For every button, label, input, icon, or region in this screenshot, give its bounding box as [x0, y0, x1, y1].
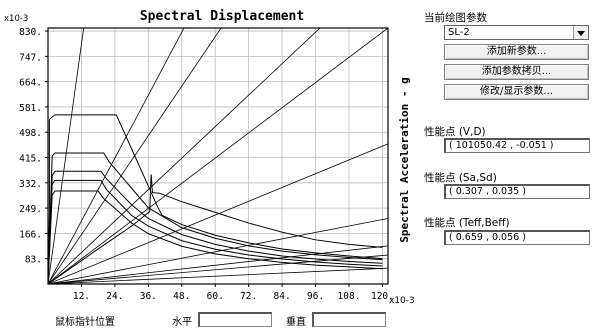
tick-labels: 12. 24. 36. 48. 60. 72. 84. 96. 108. 120. 83. 166. 2…	[19, 27, 394, 302]
add-param-copy-button[interactable]: 添加参数拷贝...	[444, 64, 589, 80]
radial-line	[48, 267, 388, 284]
y-tick-label: 249.	[19, 204, 42, 215]
param-select-value: SL-2	[448, 27, 470, 38]
modify-param-button[interactable]: 修改/显示参数...	[444, 84, 589, 100]
series-line	[48, 179, 383, 284]
y-tick-label: 747.	[19, 52, 42, 63]
series-line	[48, 170, 383, 284]
radial-line	[48, 143, 388, 284]
chevron-down-icon[interactable]	[573, 26, 588, 39]
x-tick-label: 96.	[307, 291, 324, 302]
y-tick-label: 581.	[19, 103, 42, 114]
params-label: 当前绘图参数	[424, 12, 487, 24]
perf-vd-label: 性能点 (V,D)	[424, 126, 486, 138]
y-tick-label: 83.	[25, 255, 42, 266]
radial-line	[48, 218, 388, 284]
curves	[48, 114, 383, 284]
perf-teff-field: ( 0.659 , 0.056 )	[444, 230, 590, 245]
grid	[48, 28, 388, 284]
horizontal-label: 水平	[172, 317, 192, 328]
x-tick-label: 60.	[207, 291, 224, 302]
radial-line	[48, 28, 321, 284]
y-tick-label: 332.	[19, 179, 42, 190]
x-tick-label: 84.	[274, 291, 291, 302]
radial-line	[48, 254, 388, 284]
series-line	[48, 114, 383, 284]
perf-vd-field: ( 101050.42 , -0.051 )	[444, 138, 590, 153]
plot-frame	[47, 27, 389, 285]
x-tick-label: 36.	[140, 291, 157, 302]
y-axis-title: Spectral Acceleration - g	[398, 77, 411, 243]
vertical-value-field	[312, 312, 386, 327]
perf-sasd-label: 性能点 (Sa,Sd)	[424, 172, 497, 184]
add-new-param-button[interactable]: 添加新参数...	[444, 44, 589, 60]
x-tick-label: 12.	[73, 291, 90, 302]
param-select[interactable]: SL-2	[444, 25, 589, 40]
horizontal-value-field	[198, 312, 272, 327]
x-tick-label: 72.	[240, 291, 257, 302]
y-tick-label: 415.	[19, 154, 42, 165]
radial-lines	[48, 28, 388, 284]
radial-line	[48, 28, 222, 284]
plot-border	[47, 27, 389, 285]
radial-line	[48, 28, 85, 284]
radial-line	[48, 245, 388, 284]
cursor-position-label: 鼠标指针位置	[55, 317, 115, 328]
x-tick-label: 24.	[106, 291, 123, 302]
y-tick-label: 664.	[19, 78, 42, 89]
x-exponent-label: x10-3	[389, 296, 415, 306]
series-line	[48, 174, 383, 284]
x-tick-label: 48.	[173, 291, 190, 302]
y-tick-label: 830.	[19, 27, 42, 38]
chart-title: Spectral Displacement	[140, 9, 304, 24]
perf-sasd-field: ( 0.307 , 0.035 )	[444, 184, 590, 199]
radial-line	[48, 28, 388, 284]
x-tick-label: 120.	[371, 291, 394, 302]
y-exponent-label: x10-3	[4, 14, 28, 24]
series-line	[48, 190, 383, 284]
vertical-label: 垂直	[286, 317, 306, 328]
perf-teff-label: 性能点 (Teff,Beff)	[424, 217, 510, 229]
y-tick-label: 166.	[19, 229, 42, 240]
y-tick-label: 498.	[19, 128, 42, 139]
x-tick-label: 108.	[338, 291, 361, 302]
series-line	[48, 152, 383, 284]
radial-line	[48, 28, 185, 284]
